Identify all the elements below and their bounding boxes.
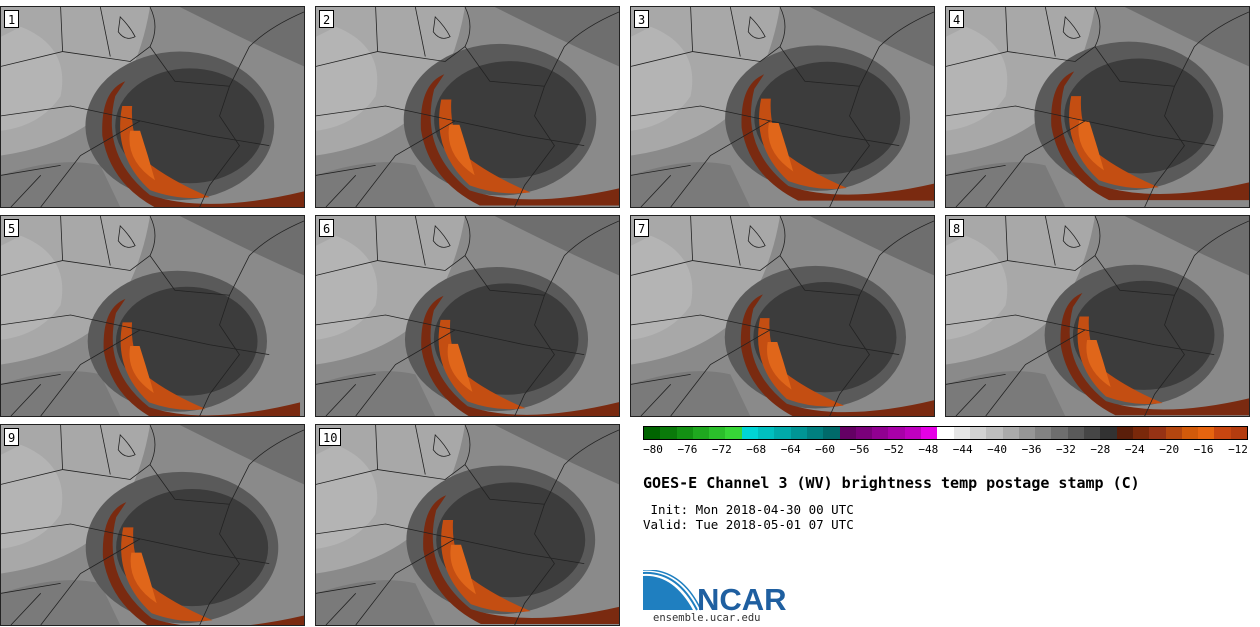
wv-map: [946, 7, 1249, 207]
colorbar-tick-label: −44: [952, 443, 973, 456]
colorbar: [643, 426, 1248, 440]
colorbar-segment: [725, 427, 742, 439]
wv-map: [631, 7, 934, 207]
colorbar-tick-label: −64: [780, 443, 801, 456]
map-panel-6: 6: [315, 215, 620, 417]
colorbar-segment: [1198, 427, 1215, 439]
panel-label-8: 8: [949, 219, 965, 237]
panel-label-10: 10: [319, 428, 342, 446]
colorbar-segment: [953, 427, 970, 439]
colorbar-tick-label: −60: [815, 443, 835, 456]
dry-slot-band: [1051, 71, 1249, 201]
map-panel-9: 9: [0, 424, 305, 626]
init-time: Init: Mon 2018-04-30 00 UTC: [643, 502, 854, 517]
colorbar-segment: [676, 427, 693, 439]
colorbar-tick-label: −24: [1124, 443, 1145, 456]
map-panel-5: 5: [0, 215, 305, 417]
product-title: GOES-E Channel 3 (WV) brightness temp po…: [643, 474, 1140, 492]
colorbar-tick-label: −80: [643, 443, 663, 456]
colorbar-segment: [823, 427, 840, 439]
colorbar-tick-label: −20: [1159, 443, 1180, 456]
colorbar-segment: [1002, 427, 1019, 439]
map-panel-8: 8: [945, 215, 1250, 417]
dry-slot-band: [1060, 292, 1249, 416]
colorbar-segment: [1018, 427, 1036, 439]
map-panel-4: 4: [945, 6, 1250, 208]
wv-map: [1, 216, 304, 416]
colorbar-segment: [969, 427, 987, 439]
colorbar-segment: [774, 427, 791, 439]
colorbar-segment: [644, 427, 661, 439]
wv-map: [631, 216, 934, 416]
colorbar-segment: [1100, 427, 1117, 439]
panel-label-1: 1: [4, 10, 20, 28]
map-panel-7: 7: [630, 215, 935, 417]
ncar-logo: NCAR: [643, 570, 787, 614]
colorbar-segment: [1181, 427, 1199, 439]
map-panel-3: 3: [630, 6, 935, 208]
colorbar-segment: [1116, 427, 1133, 439]
colorbar-tick-label: −56: [849, 443, 870, 456]
colorbar-segment: [692, 427, 710, 439]
panel-label-6: 6: [319, 219, 335, 237]
colorbar-segment: [839, 427, 856, 439]
colorbar-segment: [1230, 427, 1247, 439]
colorbar-segment: [709, 427, 726, 439]
colorbar-segment: [1035, 427, 1052, 439]
colorbar-tick-label: −52: [883, 443, 904, 456]
colorbar-segment: [855, 427, 873, 439]
colorbar-segment: [872, 427, 889, 439]
colorbar-segment: [806, 427, 824, 439]
panel-label-9: 9: [4, 428, 20, 446]
wv-map: [1, 425, 304, 625]
wv-map: [316, 7, 619, 207]
colorbar-segment: [1084, 427, 1101, 439]
panel-label-4: 4: [949, 10, 965, 28]
colorbar-segment: [758, 427, 775, 439]
colorbar-segment: [1214, 427, 1231, 439]
colorbar-segment: [1149, 427, 1166, 439]
colorbar-segment: [937, 427, 954, 439]
colorbar-segment: [904, 427, 922, 439]
colorbar-segment: [660, 427, 677, 439]
panel-label-5: 5: [4, 219, 20, 237]
dry-slot-band: [423, 495, 619, 625]
dry-slot-band: [741, 74, 934, 201]
colorbar-tick-label: −28: [1090, 443, 1111, 456]
valid-time: Valid: Tue 2018-05-01 07 UTC: [643, 517, 854, 532]
colorbar-segment: [1165, 427, 1182, 439]
colorbar-tick-label: −76: [677, 443, 698, 456]
colorbar-ticks: −80 −76 −72 −68 −64 −60 −56 −52 −48 −44 −40 −36 −32 −…: [643, 443, 1248, 459]
colorbar-segment: [1132, 427, 1150, 439]
colorbar-tick-label: −36: [1021, 443, 1042, 456]
colorbar-segment: [921, 427, 938, 439]
map-panel-2: 2: [315, 6, 620, 208]
colorbar-segment: [888, 427, 905, 439]
colorbar-segment: [741, 427, 759, 439]
ncar-logo-swoosh-icon: [643, 575, 693, 610]
colorbar-tick-label: −40: [987, 443, 1008, 456]
wv-map: [1, 7, 304, 207]
wv-map: [316, 425, 619, 625]
colorbar-segment: [790, 427, 807, 439]
colorbar-tick-label: −16: [1193, 443, 1214, 456]
map-panel-1: 1: [0, 6, 305, 208]
colorbar-segment: [1067, 427, 1085, 439]
colorbar-tick-label: −32: [1056, 443, 1076, 456]
ncar-url: ensemble.ucar.edu: [653, 612, 761, 624]
colorbar-tick-label: −12: [1228, 443, 1248, 456]
wv-map: [946, 216, 1249, 416]
colorbar-segment: [1051, 427, 1068, 439]
map-panel-10: 10: [315, 424, 620, 626]
colorbar-tick-label: −48: [918, 443, 939, 456]
colorbar-tick-label: −68: [746, 443, 767, 456]
panel-label-3: 3: [634, 10, 650, 28]
wv-map: [316, 216, 619, 416]
panel-label-2: 2: [319, 10, 335, 28]
colorbar-segment: [986, 427, 1003, 439]
colorbar-tick-label: −72: [711, 443, 732, 456]
panel-label-7: 7: [634, 219, 650, 237]
ncar-logo-text: NCAR: [697, 582, 787, 614]
